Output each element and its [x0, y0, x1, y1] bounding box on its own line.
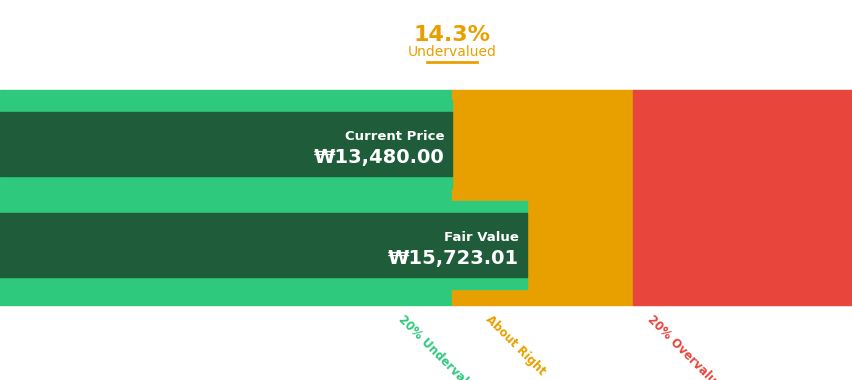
Bar: [0, 212, 527, 277]
Text: About Right: About Right: [482, 313, 547, 378]
Text: ₩13,480.00: ₩13,480.00: [313, 149, 444, 168]
Bar: [452, 90, 632, 305]
Text: Current Price: Current Price: [344, 130, 444, 142]
Bar: [632, 90, 852, 305]
Bar: [0, 100, 452, 111]
Text: Fair Value: Fair Value: [444, 231, 519, 244]
Text: Undervalued: Undervalued: [407, 45, 496, 59]
Text: 20% Overvalued: 20% Overvalued: [644, 313, 729, 380]
Bar: [0, 176, 452, 188]
Text: ₩15,723.01: ₩15,723.01: [388, 250, 519, 269]
Bar: [0, 201, 527, 212]
Bar: [0, 90, 452, 305]
Text: 20% Undervalued: 20% Undervalued: [396, 313, 487, 380]
Text: 14.3%: 14.3%: [413, 25, 490, 45]
Bar: [0, 277, 527, 289]
Bar: [0, 111, 452, 176]
